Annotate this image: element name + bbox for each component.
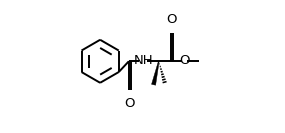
- Text: O: O: [179, 54, 190, 67]
- Text: O: O: [167, 13, 177, 26]
- Text: NH: NH: [133, 54, 153, 67]
- Text: O: O: [125, 97, 135, 110]
- Polygon shape: [152, 61, 159, 85]
